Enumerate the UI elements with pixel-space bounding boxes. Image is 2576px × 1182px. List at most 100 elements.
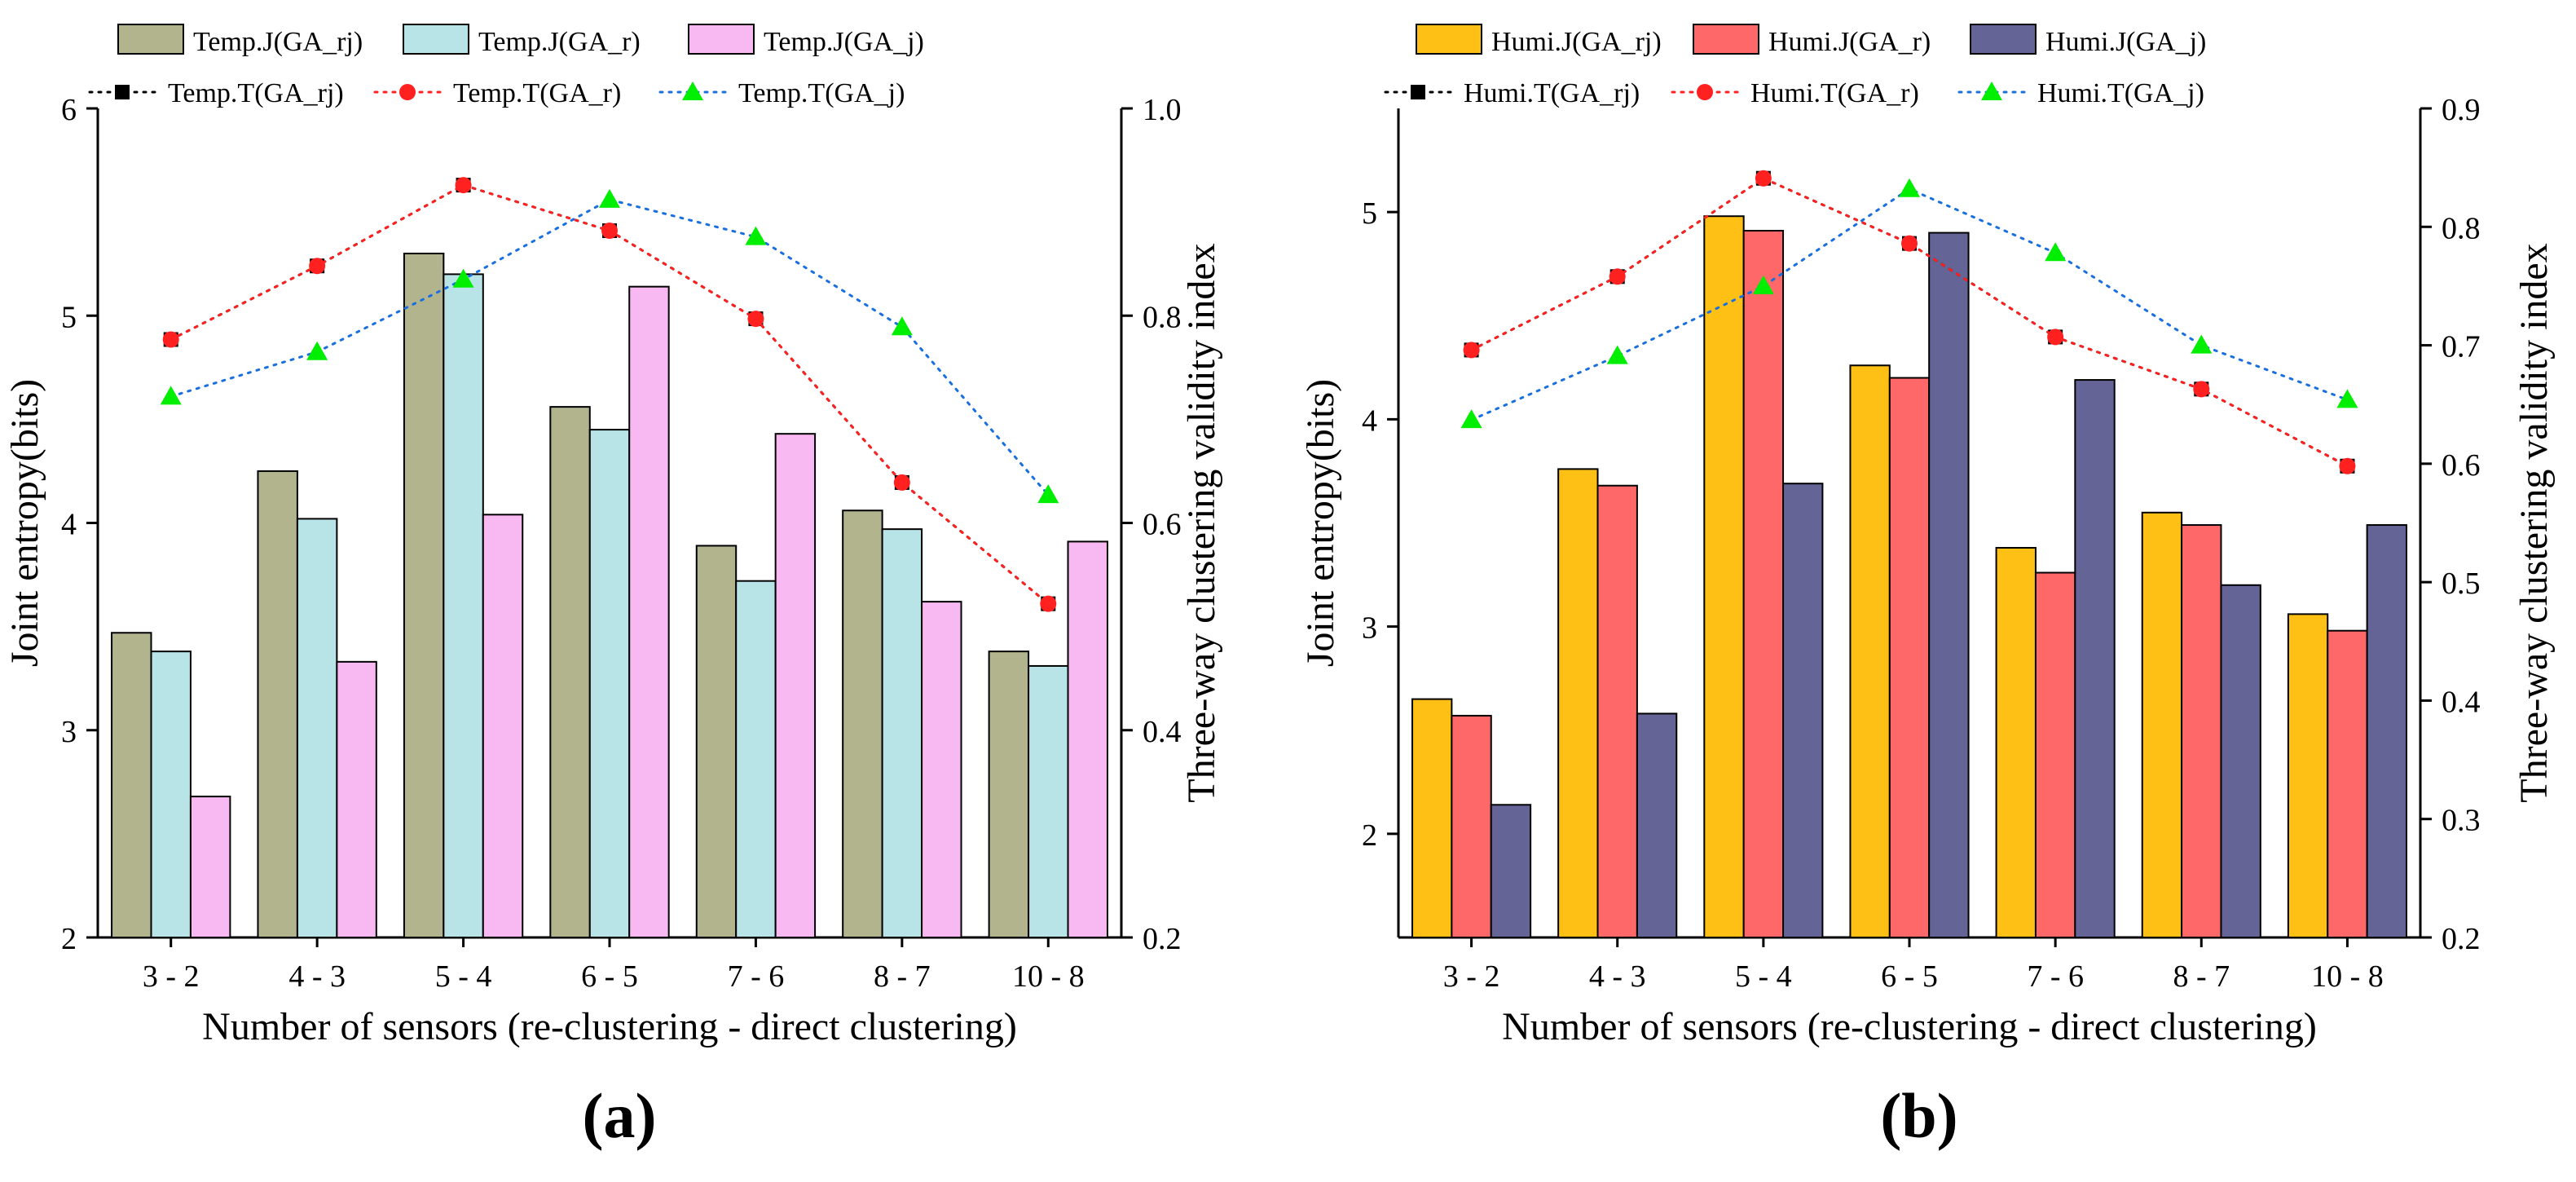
y-tick-label: 6 <box>61 93 77 127</box>
line-marker-2-4 <box>745 226 767 245</box>
legend-label: Humi.T(GA_r) <box>1750 78 1919 108</box>
bar-2-6 <box>1067 540 1108 938</box>
y2-tick-label: 0.2 <box>1143 922 1182 956</box>
line-marker-1-4 <box>2047 329 2064 346</box>
legend-label: Temp.T(GA_rj) <box>168 78 344 108</box>
y2-tick-label: 0.8 <box>1143 300 1182 334</box>
y2-tick-label: 0.2 <box>2442 922 2481 956</box>
x-tick-label: 8 - 7 <box>874 959 931 994</box>
legend-marker <box>1697 84 1713 100</box>
legend-label: Temp.J(GA_rj) <box>193 27 363 57</box>
x-axis-title: Number of sensors (re-clustering - direc… <box>202 1005 1017 1048</box>
legend-marker <box>1981 82 2002 100</box>
line-marker-1-2 <box>455 177 472 194</box>
y2-tick-label: 0.6 <box>1143 508 1182 542</box>
y2-tick-label: 0.5 <box>2442 567 2481 601</box>
x-tick-label: 7 - 6 <box>728 959 785 994</box>
line-marker-2-3 <box>599 188 620 208</box>
bar-1-1 <box>296 518 338 938</box>
y-tick-label: 3 <box>1362 611 1377 646</box>
legend-bar-item-0: Humi.J(GA_rj) <box>1416 24 1662 57</box>
bar-1-6 <box>1028 664 1069 938</box>
panel-label: (a) <box>583 1080 657 1151</box>
bar-2-3 <box>628 285 670 938</box>
bar-2-2 <box>1782 483 1824 938</box>
legend-bar-item-2: Temp.J(GA_j) <box>688 24 924 57</box>
legend-swatch <box>117 24 184 55</box>
line-marker-2-2 <box>452 268 474 288</box>
line-marker-2-6 <box>2336 389 2358 408</box>
line-marker-2-4 <box>2045 242 2067 262</box>
legend-label: Temp.J(GA_j) <box>764 27 924 57</box>
bar-2-1 <box>1636 712 1678 938</box>
y2-tick-label: 0.7 <box>2442 330 2481 364</box>
bar-1-0 <box>1451 714 1492 938</box>
y2-tick-label: 0.8 <box>2442 211 2481 245</box>
y-tick-label: 2 <box>1362 818 1377 853</box>
line-marker-1-5 <box>2193 381 2210 398</box>
bar-2-6 <box>2366 524 2407 938</box>
y2-tick-label: 0.6 <box>2442 448 2481 483</box>
legend-line-item-0: Temp.T(GA_rj) <box>88 78 344 108</box>
legend-swatch <box>1970 24 2037 55</box>
legend-marker <box>115 85 130 99</box>
legend-line-item-0: Humi.T(GA_rj) <box>1384 78 1640 108</box>
x-tick-label: 8 - 7 <box>2173 959 2230 994</box>
bar-2-4 <box>2074 379 2116 938</box>
x-tick-label: 4 - 3 <box>1589 959 1646 994</box>
legend-swatch <box>403 24 469 55</box>
bar-2-1 <box>336 660 377 938</box>
bar-0-4 <box>1995 547 2037 938</box>
x-tick-label: 7 - 6 <box>2027 959 2084 994</box>
legend-label: Temp.T(GA_r) <box>453 78 621 108</box>
bar-1-1 <box>1596 484 1638 938</box>
legend-label: Humi.J(GA_rj) <box>1491 27 1662 57</box>
bar-1-2 <box>443 273 484 938</box>
x-tick-label: 6 - 5 <box>581 959 638 994</box>
line-marker-1-3 <box>1901 235 1918 252</box>
bar-2-2 <box>482 514 524 938</box>
bar-0-1 <box>257 470 298 938</box>
y2-tick-label: 0.9 <box>2442 93 2481 127</box>
bar-1-3 <box>588 429 631 938</box>
bar-2-0 <box>189 796 231 938</box>
legend-bar-item-1: Temp.J(GA_r) <box>403 24 641 57</box>
x-tick-label: 4 - 3 <box>288 959 346 994</box>
bar-0-5 <box>842 509 883 938</box>
bar-2-5 <box>921 601 962 938</box>
x-tick-label: 10 - 8 <box>2311 959 2384 994</box>
bar-0-4 <box>695 545 738 939</box>
line-marker-1-6 <box>2339 457 2356 474</box>
legend-label: Humi.J(GA_j) <box>2045 27 2206 57</box>
line-marker-2-6 <box>1037 484 1059 504</box>
bar-1-2 <box>1742 230 1785 938</box>
bar-0-6 <box>988 651 1030 938</box>
line-marker-2-2 <box>1752 275 1774 294</box>
bar-0-0 <box>1411 698 1453 938</box>
x-tick-label: 3 - 2 <box>143 959 200 994</box>
bar-1-4 <box>2034 571 2076 939</box>
bar-1-6 <box>2327 629 2368 939</box>
legend-swatch <box>1693 24 1759 55</box>
chart-panel-b: 2 3 4 5 0.2 0.3 0.4 0.5 0.6 0.7 0.8 0.9 3 - 2 4 - 3 5 … <box>1299 24 2556 1151</box>
line-marker-2-1 <box>1606 345 1628 364</box>
line-marker-1-3 <box>601 223 618 240</box>
line-marker-1-0 <box>1463 342 1480 359</box>
x-tick-label: 10 - 8 <box>1012 959 1085 994</box>
bar-0-6 <box>2287 613 2329 938</box>
x-axis-title: Number of sensors (re-clustering - direc… <box>1502 1005 2317 1048</box>
bar-2-4 <box>774 433 817 938</box>
x-tick-label: 3 - 2 <box>1443 959 1500 994</box>
y-tick-label: 5 <box>61 300 77 334</box>
y-tick-label: 4 <box>61 508 77 542</box>
bar-1-5 <box>2181 524 2222 938</box>
bar-0-5 <box>2141 511 2183 938</box>
bar-0-2 <box>403 252 445 939</box>
line-marker-1-4 <box>747 311 764 328</box>
legend-label: Humi.T(GA_j) <box>2037 78 2204 108</box>
y-tick-label: 4 <box>1362 404 1377 438</box>
y-axis-title: Joint entropy(bits) <box>1299 379 1342 667</box>
x-tick-label: 5 - 4 <box>435 959 492 994</box>
